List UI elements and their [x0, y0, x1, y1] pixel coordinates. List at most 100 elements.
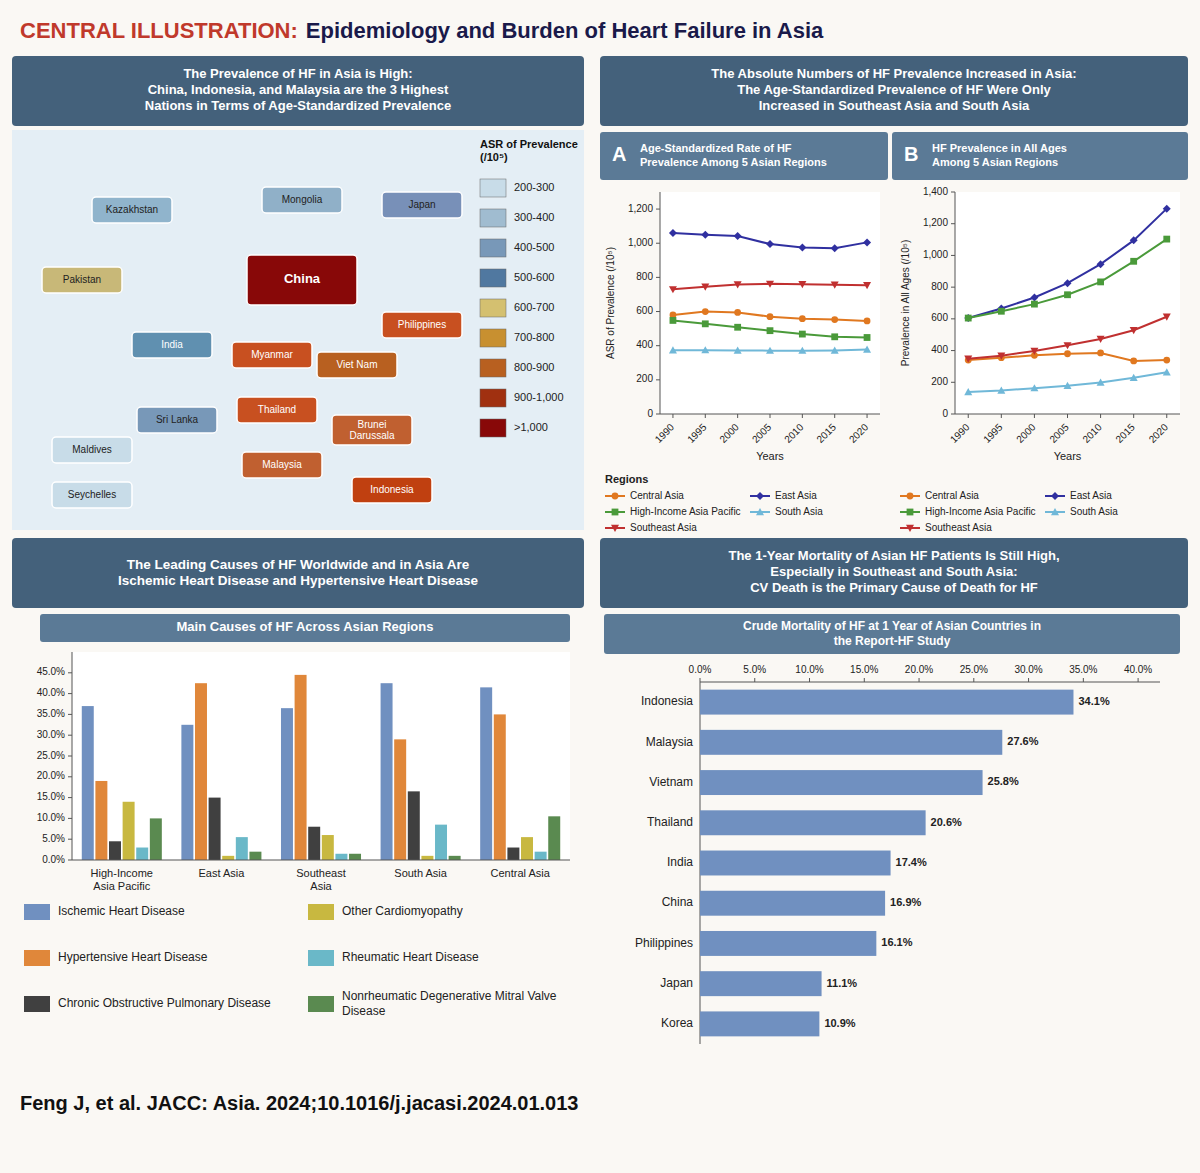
bar [700, 770, 983, 795]
bar [308, 827, 320, 860]
map-legend-swatch [480, 299, 506, 317]
legend-label: South Asia [1070, 506, 1118, 517]
text-line: Rheumatic Heart Disease [342, 950, 479, 964]
text-line: Central Asia [491, 867, 551, 879]
plot-area [660, 192, 880, 414]
text-line: Thailand [258, 404, 296, 415]
text-line: Hypertensive Heart Disease [58, 950, 208, 964]
series-marker [1097, 350, 1104, 357]
section-header: The 1-Year Mortality of Asian HF Patient… [728, 548, 1059, 595]
text-line: Viet Nam [337, 359, 378, 370]
data-label: 10.9% [824, 1017, 855, 1029]
series-marker [701, 231, 709, 239]
series-marker [831, 333, 838, 340]
y-tick-label: Thailand [647, 815, 693, 829]
country-tile [52, 482, 132, 508]
data-label: 17.4% [896, 856, 927, 868]
x-tick-label: 30.0% [1014, 664, 1042, 675]
text-line: Pakistan [63, 274, 101, 285]
country-label: Sri Lanka [156, 414, 199, 425]
x-axis [700, 682, 1160, 683]
y-axis [72, 652, 73, 860]
bar [335, 854, 347, 860]
x-tick-label: 5.0% [743, 664, 766, 675]
text-line: Seychelles [68, 489, 116, 500]
legend-label: Hypertensive Heart Disease [58, 950, 208, 964]
y-tick [951, 223, 955, 224]
bar [700, 730, 1002, 755]
x-tick-label: 20.0% [905, 664, 933, 675]
x-tick-label: 10.0% [795, 664, 823, 675]
y-tick [656, 209, 660, 210]
bar [700, 851, 891, 876]
text-line: South Asia [394, 867, 447, 879]
x-tick-label: 2005 [750, 421, 774, 445]
x-tick [1083, 678, 1084, 682]
text-line: Japan [408, 199, 435, 210]
y-tick-label: 45.0% [37, 666, 65, 677]
country-tile [317, 352, 397, 378]
country-tile [132, 332, 212, 358]
page-title: CENTRAL ILLUSTRATION:Epidemiology and Bu… [20, 18, 824, 43]
country-tile [42, 267, 122, 293]
x-tick [864, 678, 865, 682]
bar [548, 816, 560, 860]
bar [195, 683, 207, 860]
map-legend-label: 400-500 [514, 241, 554, 253]
chart-header-bg [40, 614, 570, 642]
legend-label: Ischemic Heart Disease [58, 904, 185, 918]
data-label: 20.6% [931, 816, 962, 828]
y-tick [68, 797, 72, 798]
y-axis [955, 192, 956, 414]
x-tick [809, 678, 810, 682]
x-tick-label: 1990 [948, 421, 972, 445]
legend-marker [611, 525, 619, 532]
plot-area [72, 652, 570, 860]
map-legend-title: ASR of Prevalence(/10⁵) [480, 138, 578, 163]
x-tick-label: 0.0% [689, 664, 712, 675]
map-legend-swatch [480, 239, 506, 257]
data-label: 27.6% [1007, 735, 1038, 747]
bar [535, 852, 547, 860]
y-tick [68, 693, 72, 694]
country-label: Seychelles [68, 489, 116, 500]
x-tick [770, 414, 771, 418]
x-axis [72, 860, 570, 861]
text-line: Kazakhstan [106, 204, 158, 215]
y-tick-label: 0 [942, 408, 948, 419]
hbar-chart: Crude Mortality of HF at 1 Year of Asian… [604, 614, 1180, 1044]
y-tick [951, 318, 955, 319]
text-line: Brunei [358, 418, 387, 429]
country-label: Malaysia [262, 459, 302, 470]
series-marker [863, 282, 871, 289]
plot-data [964, 205, 1171, 396]
legend-label: Central Asia [925, 490, 979, 501]
series-marker [701, 284, 709, 291]
series-marker [1064, 279, 1072, 287]
bar [421, 856, 433, 860]
bar [236, 837, 248, 860]
series-marker [831, 244, 839, 252]
series-marker [798, 347, 806, 354]
y-tick [951, 350, 955, 351]
map-legend-swatch [480, 269, 506, 287]
x-tick [1067, 414, 1068, 418]
text-line: Ischemic Heart Disease [58, 904, 185, 918]
country-tile [242, 452, 322, 478]
x-tick-label: South Asia [394, 867, 447, 879]
legend-label: Central Asia [630, 490, 684, 501]
x-tick [1138, 678, 1139, 682]
series-marker [1163, 357, 1170, 364]
bar [521, 837, 533, 860]
country-tile [382, 192, 462, 218]
text-line: China, Indonesia, and Malaysia are the 3… [148, 82, 449, 97]
series-line [968, 239, 1167, 318]
text-line: Nonrheumatic Degenerative Mitral Valve [342, 989, 557, 1003]
x-tick-label: 2020 [1147, 421, 1171, 445]
map-legend-swatch [480, 419, 506, 437]
series-marker [1130, 374, 1138, 381]
legend-title: Regions [605, 473, 648, 485]
y-tick-label: 25.0% [37, 750, 65, 761]
series-marker [1064, 350, 1071, 357]
chart-title: Crude Mortality of HF at 1 Year of Asian… [743, 619, 1041, 648]
